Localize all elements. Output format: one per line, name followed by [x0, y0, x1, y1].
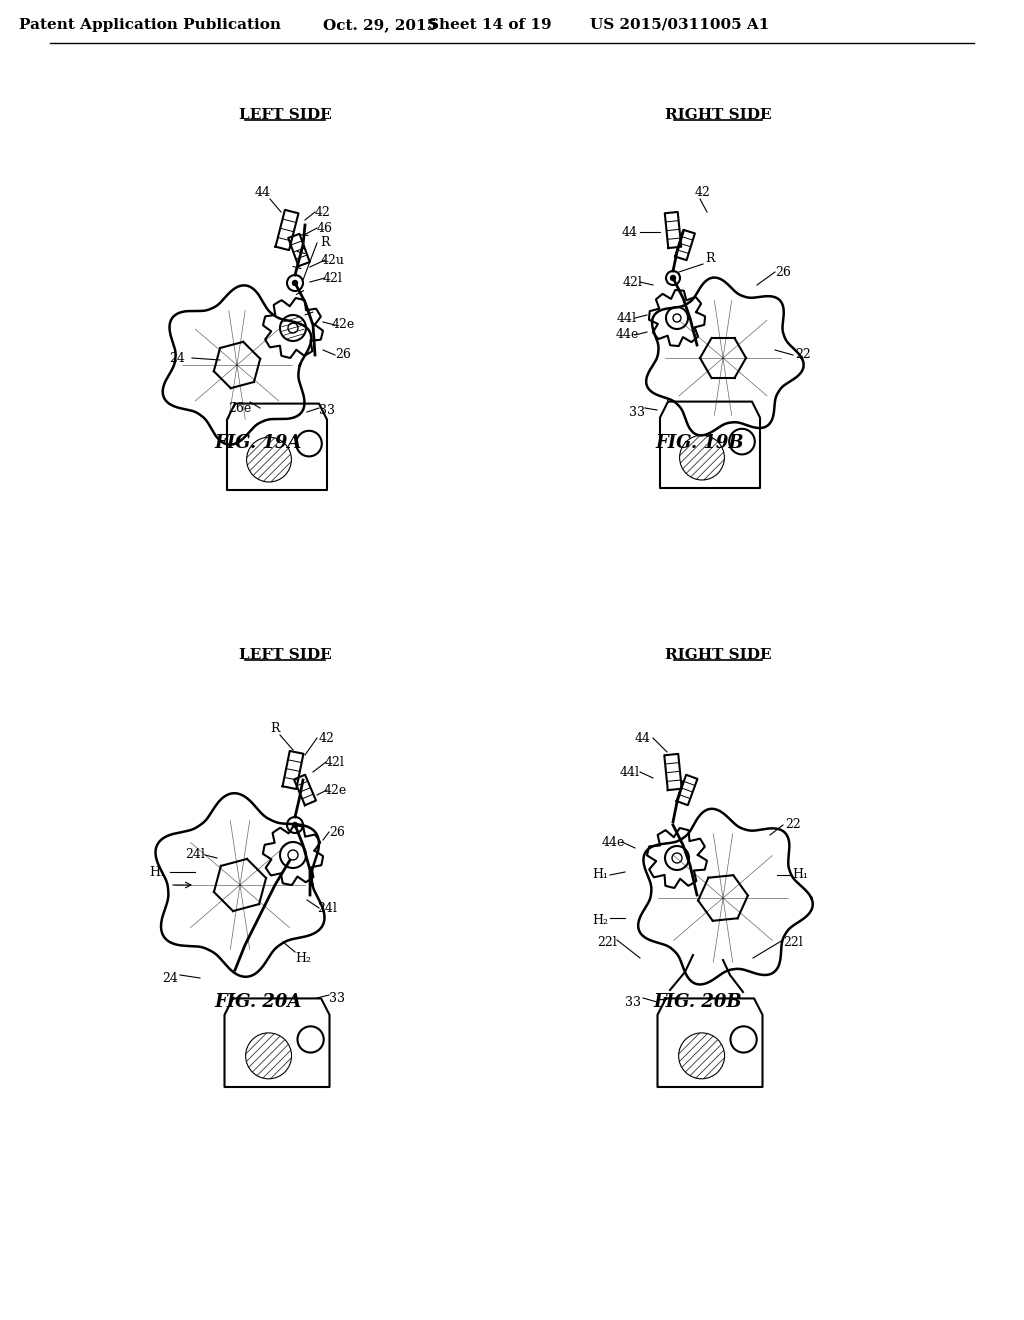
Text: 44: 44 [635, 731, 651, 744]
Text: H₁: H₁ [592, 869, 608, 882]
Text: 42l: 42l [323, 272, 343, 285]
Text: 22: 22 [785, 818, 801, 832]
Text: 44e: 44e [615, 329, 639, 342]
Text: 33: 33 [629, 405, 645, 418]
Text: Oct. 29, 2015: Oct. 29, 2015 [323, 18, 437, 32]
Text: Sheet 14 of 19: Sheet 14 of 19 [428, 18, 552, 32]
Text: 42: 42 [315, 206, 331, 219]
Text: LEFT SIDE: LEFT SIDE [239, 108, 332, 121]
Text: RIGHT SIDE: RIGHT SIDE [665, 108, 771, 121]
Text: H₁: H₁ [792, 869, 808, 882]
Text: 42: 42 [319, 731, 335, 744]
Text: 42e: 42e [332, 318, 354, 331]
Text: 42: 42 [695, 186, 711, 198]
Text: H₁: H₁ [150, 866, 165, 879]
Text: 33: 33 [625, 995, 641, 1008]
Text: 44: 44 [622, 226, 638, 239]
Text: LEFT SIDE: LEFT SIDE [239, 648, 332, 663]
Text: RIGHT SIDE: RIGHT SIDE [665, 648, 771, 663]
Text: 22: 22 [795, 348, 811, 362]
Text: 44l: 44l [617, 312, 637, 325]
Text: 46: 46 [317, 222, 333, 235]
Text: 22l: 22l [597, 936, 616, 949]
Text: 24l: 24l [317, 902, 337, 915]
Text: R: R [706, 252, 715, 264]
Text: 26e: 26e [228, 401, 252, 414]
Circle shape [293, 281, 298, 285]
Text: 26: 26 [335, 348, 351, 362]
Text: 24l: 24l [185, 849, 205, 862]
Text: 42l: 42l [623, 276, 643, 289]
Text: R: R [321, 236, 330, 249]
Text: 24: 24 [162, 972, 178, 985]
Text: H₂: H₂ [592, 913, 608, 927]
Text: 33: 33 [319, 404, 335, 417]
Text: Patent Application Publication: Patent Application Publication [19, 18, 281, 32]
Text: US 2015/0311005 A1: US 2015/0311005 A1 [590, 18, 770, 32]
Text: 26: 26 [329, 825, 345, 838]
Text: 42l: 42l [325, 755, 345, 768]
Text: FIG. 19B: FIG. 19B [655, 434, 744, 451]
Text: R: R [270, 722, 280, 734]
Text: 24: 24 [169, 351, 185, 364]
Circle shape [671, 276, 676, 281]
Text: FIG. 19A: FIG. 19A [214, 434, 302, 451]
Text: 44l: 44l [620, 766, 640, 779]
Text: FIG. 20A: FIG. 20A [214, 993, 302, 1011]
Text: 26: 26 [775, 265, 791, 279]
Text: 22l: 22l [783, 936, 803, 949]
Circle shape [293, 822, 298, 828]
Text: 44e: 44e [601, 836, 625, 849]
Text: FIG. 20B: FIG. 20B [653, 993, 742, 1011]
Text: 42u: 42u [322, 253, 345, 267]
Text: 42e: 42e [324, 784, 347, 796]
Text: H₂: H₂ [295, 952, 311, 965]
Text: 33: 33 [329, 991, 345, 1005]
Text: 44: 44 [255, 186, 271, 198]
